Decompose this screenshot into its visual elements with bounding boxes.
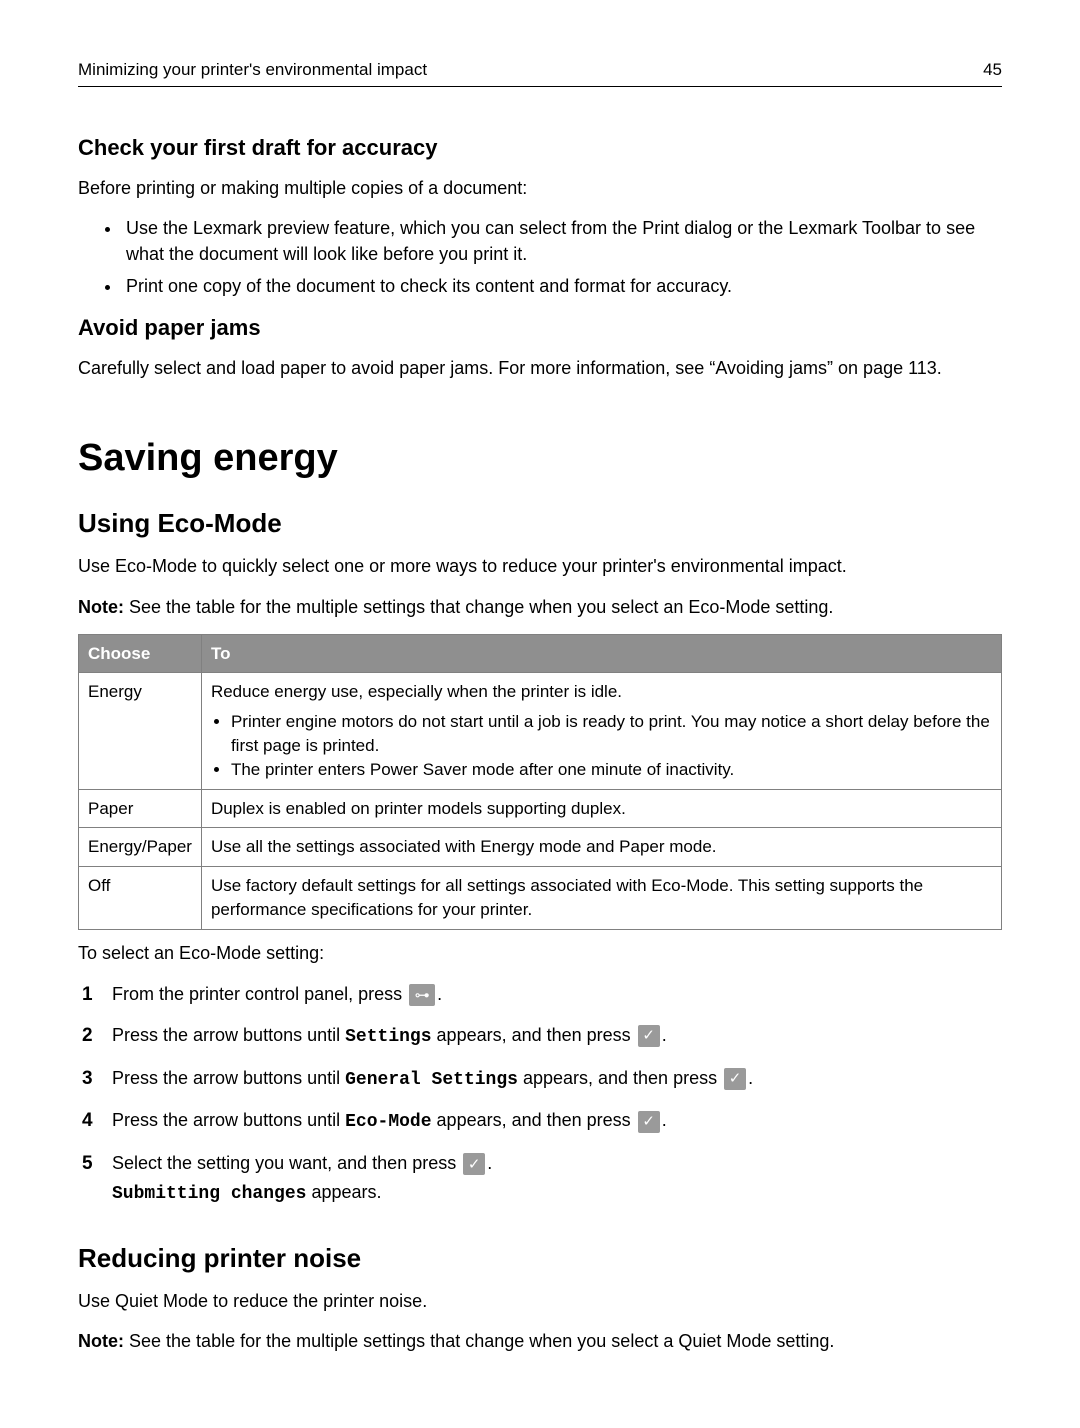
step-text: Press the arrow buttons until (112, 1068, 345, 1088)
running-header: Minimizing your printer's environmental … (78, 60, 1002, 87)
heading-eco-mode: Using Eco‑Mode (78, 508, 1002, 539)
cell-choose: Energy (79, 673, 202, 789)
eco-steps: From the printer control panel, press ⊶.… (78, 980, 1002, 1209)
note-label: Note: (78, 1331, 124, 1351)
step-4: Press the arrow buttons until Eco‑Mode a… (112, 1106, 1002, 1137)
list-item: The printer enters Power Saver mode afte… (231, 758, 992, 782)
page-number: 45 (983, 60, 1002, 80)
col-header-choose: Choose (79, 634, 202, 673)
heading-saving-energy: Saving energy (78, 437, 1002, 480)
step-text: appears, and then press (432, 1025, 636, 1045)
step-1: From the printer control panel, press ⊶. (112, 980, 1002, 1009)
step-text: appears, and then press (432, 1110, 636, 1130)
eco-after-table: To select an Eco‑Mode setting: (78, 940, 1002, 966)
cell-to: Use factory default settings for all set… (201, 867, 1001, 930)
step-3: Press the arrow buttons until General Se… (112, 1064, 1002, 1095)
table-row: Paper Duplex is enabled on printer model… (79, 789, 1002, 828)
status-literal: Submitting changes (112, 1184, 306, 1204)
step-text: Select the setting you want, and then pr… (112, 1153, 461, 1173)
check-draft-intro: Before printing or making multiple copie… (78, 175, 1002, 201)
step-2: Press the arrow buttons until Settings a… (112, 1021, 1002, 1052)
noise-intro: Use Quiet Mode to reduce the printer noi… (78, 1288, 1002, 1314)
table-header-row: Choose To (79, 634, 1002, 673)
step-text: appears, and then press (518, 1068, 722, 1088)
check-button-icon: ✓ (724, 1068, 746, 1090)
avoid-jams-body: Carefully select and load paper to avoid… (78, 355, 1002, 381)
step-5: Select the setting you want, and then pr… (112, 1149, 1002, 1209)
cell-to: Reduce energy use, especially when the p… (201, 673, 1001, 789)
eco-mode-table: Choose To Energy Reduce energy use, espe… (78, 634, 1002, 930)
heading-reducing-noise: Reducing printer noise (78, 1243, 1002, 1274)
cell-choose: Energy/Paper (79, 828, 202, 867)
col-header-to: To (201, 634, 1001, 673)
note-label: Note: (78, 597, 124, 617)
header-title: Minimizing your printer's environmental … (78, 60, 427, 80)
eco-intro: Use Eco‑Mode to quickly select one or mo… (78, 553, 1002, 579)
cell-choose: Paper (79, 789, 202, 828)
eco-note: Note: See the table for the multiple set… (78, 594, 1002, 620)
menu-button-icon: ⊶ (409, 984, 435, 1006)
cell-to: Duplex is enabled on printer models supp… (201, 789, 1001, 828)
note-body: See the table for the multiple settings … (124, 1331, 834, 1351)
step-text: Press the arrow buttons until (112, 1110, 345, 1130)
list-item: Print one copy of the document to check … (122, 273, 1002, 299)
check-draft-list: Use the Lexmark preview feature, which y… (78, 215, 1002, 299)
cell-sublist: Printer engine motors do not start until… (211, 710, 992, 781)
check-button-icon: ✓ (638, 1111, 660, 1133)
menu-literal: Settings (345, 1027, 431, 1047)
cell-choose: Off (79, 867, 202, 930)
check-button-icon: ✓ (463, 1153, 485, 1175)
step-text: Press the arrow buttons until (112, 1025, 345, 1045)
heading-check-draft: Check your first draft for accuracy (78, 135, 1002, 161)
page-container: Minimizing your printer's environmental … (0, 0, 1080, 1428)
table-row: Energy Reduce energy use, especially whe… (79, 673, 1002, 789)
step-text: appears. (306, 1182, 381, 1202)
menu-literal: Eco‑Mode (345, 1112, 431, 1132)
heading-avoid-jams: Avoid paper jams (78, 315, 1002, 341)
noise-note: Note: See the table for the multiple set… (78, 1328, 1002, 1354)
check-button-icon: ✓ (638, 1025, 660, 1047)
menu-literal: General Settings (345, 1070, 518, 1090)
note-body: See the table for the multiple settings … (124, 597, 833, 617)
cell-to: Use all the settings associated with Ene… (201, 828, 1001, 867)
list-item: Printer engine motors do not start until… (231, 710, 992, 758)
table-row: Off Use factory default settings for all… (79, 867, 1002, 930)
cell-desc: Reduce energy use, especially when the p… (211, 682, 622, 701)
step-text: From the printer control panel, press (112, 984, 407, 1004)
list-item: Use the Lexmark preview feature, which y… (122, 215, 1002, 267)
table-row: Energy/Paper Use all the settings associ… (79, 828, 1002, 867)
